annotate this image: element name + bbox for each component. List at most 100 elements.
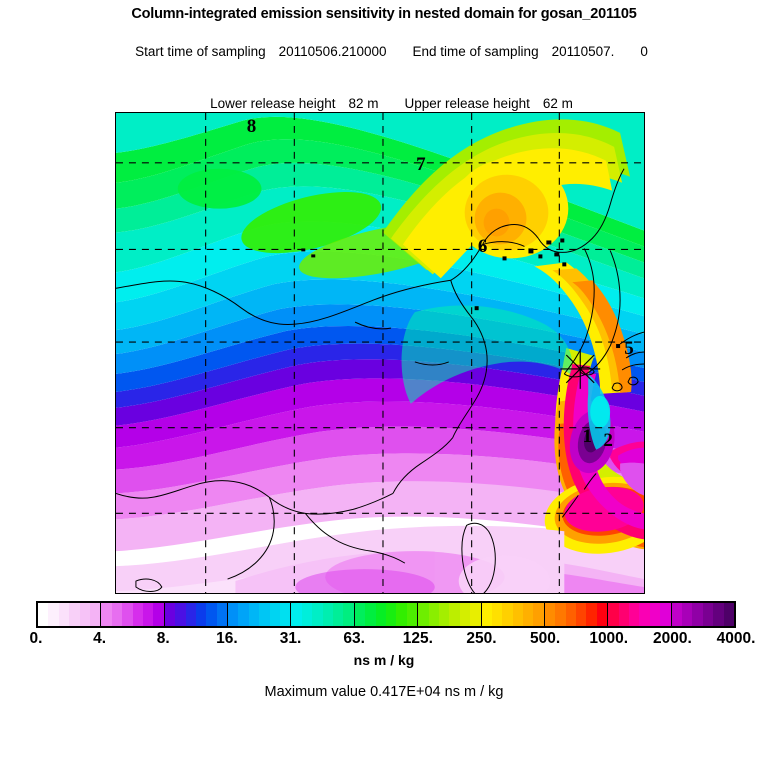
colorbar-band [449,603,460,626]
colorbar-band [269,603,281,626]
colorbar-band [565,603,577,626]
colorbar-segment-0 [38,603,102,626]
colorbar-segment-5 [354,603,419,626]
colorbar-tick-8: 500. [529,630,561,647]
colorbar-band [671,603,682,626]
colorbar-band [89,603,101,626]
colorbar-unit-label: ns m / kg [353,652,415,668]
colorbar-band [639,603,650,626]
colorbar-band [555,603,566,626]
colorbar-band [58,603,70,626]
colorbar-band [216,603,228,626]
colorbar-segment-4 [291,603,355,626]
colorbar-band [365,603,376,626]
colorbar-band [481,603,492,626]
colorbar-segment-2 [164,603,229,626]
colorbar-band [259,603,270,626]
colorbar-band [586,603,597,626]
colorbar-band [470,603,481,626]
lower-release-label: Lower release height [210,96,336,111]
colorbar-band [375,603,386,626]
colorbar-segment-7 [481,603,545,626]
colorbar-band [459,603,471,626]
colorbar-band [428,603,439,626]
coastline-overlay [116,168,644,593]
colorbar-band [502,603,513,626]
colorbar-band [608,603,619,626]
colorbar-gradient [36,601,736,628]
colorbar-band [649,603,661,626]
colorbar-band [48,603,59,626]
colorbar-band [248,603,260,626]
colorbar-tick-1: 4. [93,630,107,647]
colorbar-band [164,603,176,626]
end-time-label: End time of sampling [412,44,539,59]
end-time-value: 20110507. [551,44,615,59]
lower-release-value: 82 m [348,96,379,111]
colorbar-band [596,603,608,626]
colorbar-band [618,603,630,626]
page-title: Column-integrated emission sensitivity i… [131,6,637,22]
colorbar-tick-7: 250. [466,630,497,647]
colorbar-band [343,603,354,626]
upper-release-value: 62 m [542,96,573,111]
colorbar-band [713,603,724,626]
colorbar-band [533,603,544,626]
colorbar-segment-3 [228,603,292,626]
colorbar-tick-2: 8. [156,630,170,647]
colorbar-band [185,603,196,626]
colorbar-band [396,603,407,626]
end-time-extra: 0 [640,44,648,59]
release-height-line: Lower release height 82 m Upper release he… [0,81,768,126]
colorbar-band [438,603,450,626]
colorbar-segment-10 [671,603,734,626]
colorbar-tick-3: 16. [216,630,238,647]
colorbar-tick-0: 0. [29,630,43,647]
sampling-time-line: Start time of sampling 20110506.210000 End… [0,29,768,74]
colorbar-band [312,603,323,626]
colorbar-tick-11: 4000. [716,630,756,647]
colorbar-band [681,603,693,626]
colorbar-band [38,603,49,626]
colorbar-band [629,603,640,626]
colorbar-band [354,603,366,626]
colorbar-segment-8 [544,603,609,626]
start-time-label: Start time of sampling [135,44,266,59]
colorbar-band [702,603,714,626]
colorbar-segment-6 [418,603,482,626]
release-site-marker [560,349,601,389]
colorbar-band [132,603,143,626]
colorbar-band [111,603,123,626]
colorbar-segment-1 [101,603,165,626]
colorbar-band [723,603,734,626]
colorbar-band [512,603,524,626]
colorbar-band [69,603,80,626]
colorbar-band [491,603,503,626]
colorbar-band [333,603,344,626]
colorbar-band [576,603,587,626]
colorbar-tick-10: 2000. [652,630,692,647]
colorbar-band [406,603,418,626]
upper-release-label: Upper release height [404,96,530,111]
colorbar-tick-5: 63. [343,630,365,647]
maximum-value-text: Maximum value 0.417E+04 ns m / kg [264,684,504,700]
colorbar [36,601,736,628]
colorbar-band [385,603,397,626]
colorbar-band [79,603,90,626]
lat-lon-gridlines [116,113,644,593]
start-time-value: 20110506.210000 [278,44,387,59]
colorbar-band [523,603,534,626]
colorbar-band [544,603,556,626]
colorbar-band [418,603,429,626]
colorbar-band [692,603,703,626]
colorbar-band [228,603,239,626]
colorbar-band [206,603,217,626]
colorbar-band [322,603,333,626]
colorbar-band [280,603,291,626]
colorbar-band [175,603,186,626]
colorbar-band [153,603,164,626]
colorbar-band [195,603,207,626]
colorbar-tick-labels: 0. 4. 8. 16. 31. 63. 125. 250. 500. 1000. 2000. 400… [0,630,768,652]
colorbar-band [301,603,313,626]
